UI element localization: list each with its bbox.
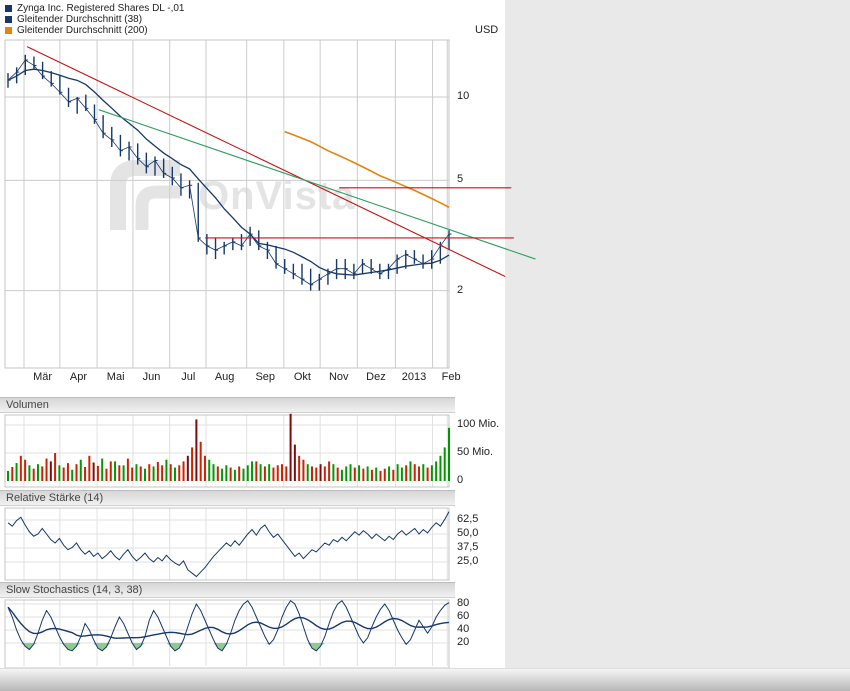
x-month-label: Jun (142, 371, 161, 383)
volume-panel-header: Volumen (0, 397, 455, 413)
rsi-panel-header: Relative Stärke (14) (0, 490, 455, 506)
volume-panel-title: Volumen (6, 399, 49, 411)
x-month-label: Aug (214, 371, 235, 383)
stochastics-chart-canvas (4, 599, 450, 669)
stochastics-panel-title: Slow Stochastics (14, 3, 38) (6, 584, 143, 596)
legend-item-ma38: Gleitender Durchschnitt (38) (5, 13, 185, 25)
chart-legend: Zynga Inc. Registered Shares DL -,01 Gle… (5, 3, 185, 36)
x-month-label: Feb (441, 371, 461, 383)
x-month-label: 2013 (401, 371, 427, 383)
price-series-color-swatch (5, 4, 12, 12)
x-month-label: Jul (181, 371, 196, 383)
right-gutter-background (505, 0, 850, 668)
x-month-label: Dez (366, 371, 386, 383)
price-chart-canvas (4, 39, 536, 369)
x-month-label: Mär (33, 371, 53, 383)
x-month-label: Sep (255, 371, 276, 383)
rsi-chart-canvas (4, 507, 450, 581)
legend-item-price: Zynga Inc. Registered Shares DL -,01 (5, 2, 185, 14)
ma200-series-color-swatch (5, 26, 12, 34)
currency-label: USD (475, 24, 499, 36)
bottom-toolbar (0, 668, 850, 691)
x-month-label: Okt (293, 371, 311, 383)
x-month-label: Mai (106, 371, 125, 383)
rsi-panel-title: Relative Stärke (14) (6, 492, 104, 504)
volume-chart-canvas (4, 413, 450, 488)
x-month-label: Nov (328, 371, 349, 383)
legend-item-ma200: Gleitender Durchschnitt (200) (5, 24, 185, 36)
x-month-label: Apr (69, 371, 88, 383)
legend-label-ma200: Gleitender Durchschnitt (200) (17, 24, 148, 36)
ma38-series-color-swatch (5, 15, 12, 23)
legend-label-ma38: Gleitender Durchschnitt (38) (17, 13, 143, 25)
legend-label-price: Zynga Inc. Registered Shares DL -,01 (17, 2, 185, 14)
stochastics-panel-header: Slow Stochastics (14, 3, 38) (0, 582, 455, 598)
